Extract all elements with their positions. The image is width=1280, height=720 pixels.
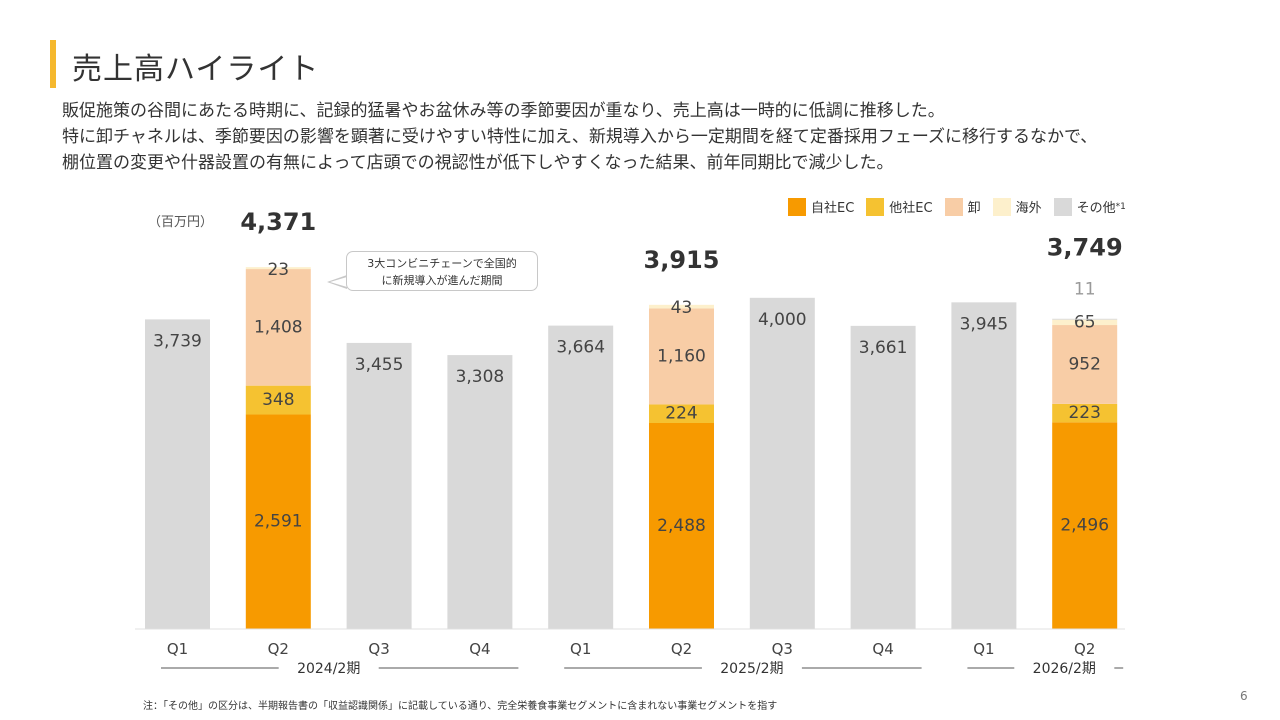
bar-segment-others [346, 342, 412, 629]
data-label-others: 4,000 [758, 310, 807, 330]
data-label-others: 11 [1074, 280, 1096, 300]
data-label-others: 3,661 [859, 338, 908, 358]
x-tick-label: Q2 [268, 640, 289, 658]
bar-segment-other-ec [649, 404, 714, 423]
data-label-other-ec: 223 [1068, 403, 1100, 423]
data-label-others: 3,308 [456, 367, 505, 387]
data-label-overseas: 43 [671, 298, 693, 318]
legend-item-wholesale: 卸 [944, 197, 981, 216]
data-label-wholesale: 952 [1068, 354, 1100, 374]
title-accent-bar [50, 40, 56, 88]
period-label: 2025/2期 [720, 661, 783, 677]
bar-segment-own-ec [649, 422, 714, 629]
chart-legend: 自社EC 他社EC 卸 海外 その他 *1 [788, 197, 1138, 216]
bar-segment-others [447, 355, 513, 629]
legend-footnote-mark: *1 [1115, 201, 1126, 212]
legend-item-overseas: 海外 [992, 197, 1042, 216]
x-tick-label: Q1 [973, 640, 994, 658]
x-tick-label: Q1 [570, 640, 591, 658]
page-number: 6 [1240, 689, 1248, 703]
data-label-others: 3,739 [153, 331, 202, 351]
data-label-wholesale: 1,408 [254, 317, 303, 337]
footnote: 注：「その他」の区分は、半期報告書の「収益認識関係」に記載している通り、完全栄養… [143, 701, 778, 712]
bar-segment-others [145, 319, 210, 629]
bar-segment-overseas [245, 267, 311, 270]
callout-tail-inner [330, 277, 347, 287]
legend-label: 自社EC [811, 201, 855, 216]
legend-item-others: その他 *1 [1053, 197, 1126, 216]
legend-label: 卸 [967, 201, 981, 216]
legend-swatch [788, 197, 806, 216]
data-label-others: 3,945 [960, 314, 1009, 334]
bar-segment-others [749, 297, 815, 629]
x-tick-label: Q1 [167, 640, 188, 658]
bar-segment-overseas [1052, 319, 1118, 326]
bar-segment-other-ec [1052, 403, 1118, 423]
data-label-others: 3,664 [556, 338, 605, 358]
data-label-overseas: 65 [1074, 313, 1096, 333]
x-tick-label: Q2 [1074, 640, 1095, 658]
bar-segment-other-ec [245, 385, 311, 415]
x-tick-label: Q3 [772, 640, 793, 658]
legend-swatch [992, 197, 1011, 216]
legend-label: その他 [1076, 201, 1116, 216]
x-tick-label: Q4 [469, 640, 490, 658]
legend-item-other-ec: 他社EC [866, 197, 933, 216]
legend-swatch [866, 197, 885, 216]
bar-segment-wholesale [649, 308, 714, 405]
legend-label: 他社EC [889, 201, 933, 216]
legend-label: 海外 [1015, 201, 1042, 216]
x-tick-label: Q4 [872, 640, 893, 658]
data-label-own-ec: 2,591 [254, 512, 303, 532]
data-label-wholesale: 1,160 [657, 346, 706, 366]
callout-note: 3大コンビニチェーンで全国的 に新規導入が進んだ期間 [346, 251, 538, 291]
bar-segment-others [1052, 318, 1118, 320]
period-label: 2024/2期 [297, 661, 360, 677]
data-label-overseas: 23 [267, 260, 289, 280]
total-label: 3,749 [1047, 234, 1123, 262]
data-label-own-ec: 2,496 [1060, 516, 1109, 536]
period-label: 2026/2期 [1033, 661, 1096, 677]
data-label-others: 3,455 [355, 355, 404, 375]
bar-segment-wholesale [245, 269, 311, 386]
description: 販促施策の谷間にあたる時期に、記録的猛暑やお盆休み等の季節要因が重なり、売上高は… [62, 98, 1242, 176]
bar-segment-others [951, 302, 1017, 629]
x-tick-label: Q2 [671, 640, 692, 658]
legend-swatch [1053, 197, 1072, 216]
data-label-other-ec: 348 [262, 390, 294, 410]
unit-label: （百万円） [148, 215, 214, 230]
legend-swatch [944, 197, 963, 216]
bar-segment-own-ec [245, 414, 311, 629]
data-label-other-ec: 224 [665, 404, 697, 424]
bar-segment-others [850, 325, 916, 629]
total-label: 4,371 [240, 208, 316, 236]
bar-segment-others [548, 325, 614, 629]
total-label: 3,915 [644, 246, 720, 274]
x-tick-label: Q3 [368, 640, 389, 658]
data-label-own-ec: 2,488 [657, 516, 706, 536]
legend-item-own-ec: 自社EC [788, 197, 854, 216]
description-line: 特に卸チャネルは、季節要因の影響を顕著に受けやすい特性に加え、新規導入から一定期… [62, 127, 1098, 147]
bar-segment-wholesale [1052, 325, 1118, 404]
bar-segment-overseas [649, 304, 714, 309]
page-title: 売上高ハイライト [72, 52, 320, 87]
callout-text: 3大コンビニチェーンで全国的 に新規導入が進んだ期間 [367, 257, 517, 287]
description-line: 棚位置の変更や什器設置の有無によって店頭での視認性が低下しやすくなった結果、前年… [62, 153, 894, 173]
description-line: 販促施策の谷間にあたる時期に、記録的猛暑やお盆休み等の季節要因が重なり、売上高は… [62, 101, 945, 121]
bar-segment-own-ec [1052, 422, 1118, 629]
